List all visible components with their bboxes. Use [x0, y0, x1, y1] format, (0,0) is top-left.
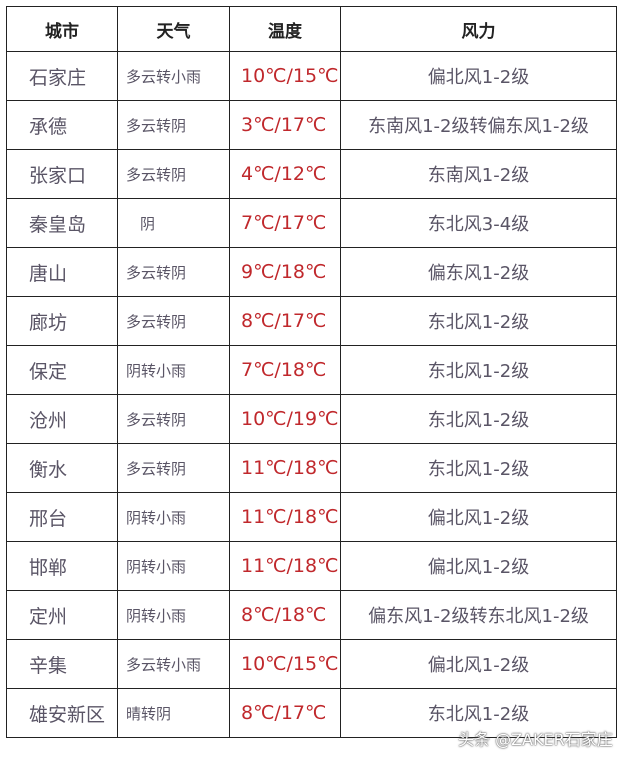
table-row: 邢台 阴转小雨 11℃/18℃ 偏北风1-2级 [6, 492, 617, 542]
wind-cell: 东南风1-2级 [340, 149, 617, 199]
table-row: 辛集 多云转小雨 10℃/15℃ 偏北风1-2级 [6, 639, 617, 689]
weather-cell: 多云转阴 [117, 247, 230, 297]
table-row: 定州 阴转小雨 8℃/18℃ 偏东风1-2级转东北风1-2级 [6, 590, 617, 640]
wind-cell: 东北风1-2级 [340, 394, 617, 444]
city-cell: 邯郸 [6, 541, 118, 591]
city-cell: 唐山 [6, 247, 118, 297]
city-cell: 辛集 [6, 639, 118, 689]
temperature-cell: 4℃/12℃ [229, 149, 341, 199]
wind-cell: 偏北风1-2级 [340, 51, 617, 101]
weather-cell: 多云转阴 [117, 394, 230, 444]
table-row: 秦皇岛阴 7℃/17℃ 东北风3-4级 [6, 198, 617, 248]
weather-cell: 多云转阴 [117, 296, 230, 346]
wind-cell: 东北风1-2级 [340, 443, 617, 493]
city-cell: 张家口 [6, 149, 118, 199]
weather-cell: 阴转小雨 [117, 541, 230, 591]
city-cell: 定州 [6, 590, 118, 640]
weather-cell: 阴转小雨 [117, 590, 230, 640]
wind-cell: 东北风1-2级 [340, 688, 617, 738]
wind-cell: 东北风1-2级 [340, 296, 617, 346]
wind-cell: 偏东风1-2级 [340, 247, 617, 297]
table-row: 雄安新区 晴转阴 8℃/17℃ 东北风1-2级 [6, 688, 617, 738]
weather-table: 城市 天气 温度 风力 石家庄 多云转小雨 10℃/15℃ 偏北风1-2级 承德 多云转阴… [6, 6, 617, 738]
city-cell: 沧州 [6, 394, 118, 444]
table-row: 沧州 多云转阴 10℃/19℃ 东北风1-2级 [6, 394, 617, 444]
weather-cell: 多云转小雨 [117, 51, 230, 101]
city-cell: 雄安新区 [6, 688, 118, 738]
header-city: 城市 [6, 6, 118, 52]
header-wind: 风力 [340, 6, 617, 52]
weather-cell: 晴转阴 [117, 688, 230, 738]
weather-cell: 多云转阴 [117, 443, 230, 493]
temperature-cell: 8℃/17℃ [229, 688, 341, 738]
temperature-cell: 10℃/15℃ [229, 51, 341, 101]
wind-cell: 偏北风1-2级 [340, 639, 617, 689]
temperature-cell: 11℃/18℃ [229, 492, 341, 542]
temperature-cell: 3℃/17℃ [229, 100, 341, 150]
wind-cell: 偏东风1-2级转东北风1-2级 [340, 590, 617, 640]
weather-cell: 多云转阴 [117, 100, 230, 150]
wind-cell: 偏北风1-2级 [340, 541, 617, 591]
temperature-cell: 9℃/18℃ [229, 247, 341, 297]
temperature-cell: 7℃/17℃ [229, 198, 341, 248]
wind-cell: 东南风1-2级转偏东风1-2级 [340, 100, 617, 150]
temperature-cell: 11℃/18℃ [229, 541, 341, 591]
header-weather: 天气 [117, 6, 230, 52]
city-cell: 保定 [6, 345, 118, 395]
table-row: 唐山 多云转阴 9℃/18℃ 偏东风1-2级 [6, 247, 617, 297]
table-row: 石家庄 多云转小雨 10℃/15℃ 偏北风1-2级 [6, 51, 617, 101]
wind-cell: 东北风1-2级 [340, 345, 617, 395]
watermark: 头条 @ZAKER石家庄 [458, 730, 613, 749]
weather-cell: 多云转小雨 [117, 639, 230, 689]
table-row: 保定 阴转小雨 7℃/18℃ 东北风1-2级 [6, 345, 617, 395]
temperature-cell: 10℃/19℃ [229, 394, 341, 444]
table-row: 衡水 多云转阴 11℃/18℃ 东北风1-2级 [6, 443, 617, 493]
city-cell: 衡水 [6, 443, 118, 493]
temperature-cell: 8℃/17℃ [229, 296, 341, 346]
temperature-cell: 8℃/18℃ [229, 590, 341, 640]
wind-cell: 东北风3-4级 [340, 198, 617, 248]
table-row: 张家口 多云转阴 4℃/12℃ 东南风1-2级 [6, 149, 617, 199]
table-row: 廊坊 多云转阴 8℃/17℃ 东北风1-2级 [6, 296, 617, 346]
weather-cell: 阴转小雨 [117, 492, 230, 542]
city-cell: 邢台 [6, 492, 118, 542]
city-cell: 廊坊 [6, 296, 118, 346]
weather-cell: 阴转小雨 [117, 345, 230, 395]
city-cell: 秦皇岛 [6, 198, 118, 248]
table-row: 邯郸 阴转小雨 11℃/18℃ 偏北风1-2级 [6, 541, 617, 591]
table-row: 承德 多云转阴 3℃/17℃ 东南风1-2级转偏东风1-2级 [6, 100, 617, 150]
temperature-cell: 7℃/18℃ [229, 345, 341, 395]
wind-cell: 偏北风1-2级 [340, 492, 617, 542]
temperature-cell: 10℃/15℃ [229, 639, 341, 689]
weather-cell: 阴 [117, 198, 230, 248]
header-temperature: 温度 [229, 6, 341, 52]
weather-cell: 多云转阴 [117, 149, 230, 199]
temperature-cell: 11℃/18℃ [229, 443, 341, 493]
city-cell: 承德 [6, 100, 118, 150]
header-row: 城市 天气 温度 风力 [6, 6, 617, 52]
city-cell: 石家庄 [6, 51, 118, 101]
